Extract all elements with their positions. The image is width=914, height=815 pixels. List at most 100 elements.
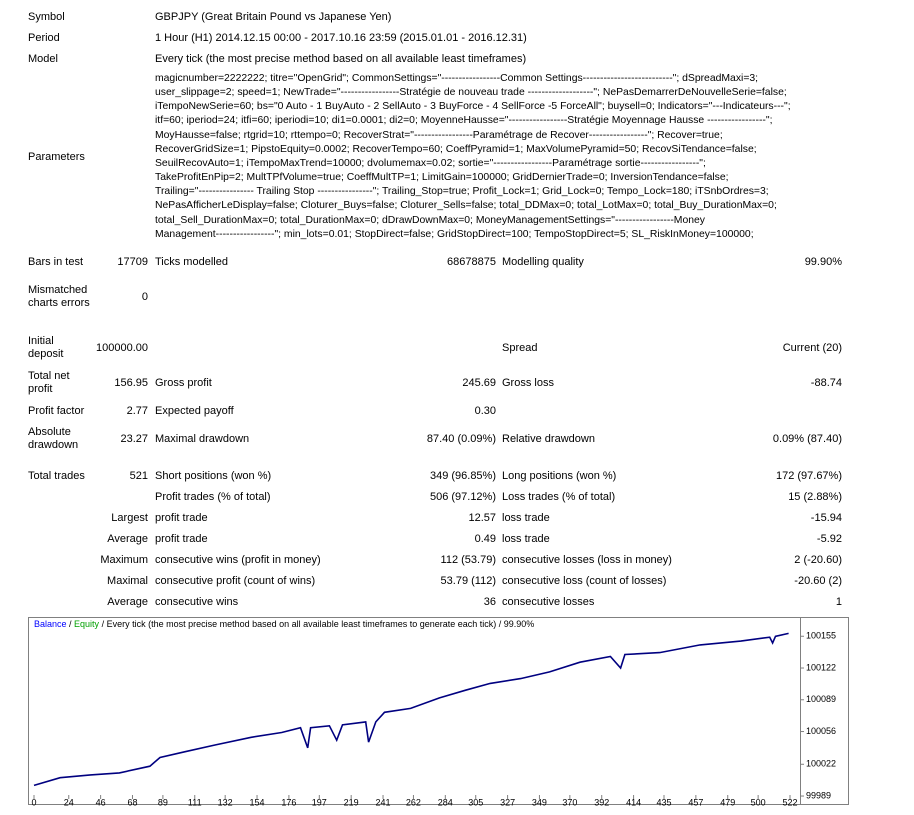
stat-label: Loss trades (% of total)	[502, 490, 616, 503]
balance-line	[33, 632, 789, 787]
field-value: Every tick (the most precise method base…	[155, 52, 527, 65]
stat-label: Bars in test	[28, 255, 84, 268]
stat-value: 172 (97.67%)	[775, 469, 842, 482]
stat-label: consecutive loss (count of losses)	[502, 574, 667, 587]
x-tick-label: 24	[64, 797, 74, 807]
field-value: GBPJPY (Great Britain Pound vs Japanese …	[155, 10, 392, 23]
y-tick-label: 100089	[806, 694, 836, 704]
stat-value: 100000.00	[96, 341, 148, 354]
stat-value: 112 (53.79)	[440, 553, 496, 566]
stat-value: 23.27	[120, 432, 148, 445]
legend-equity: Equity	[74, 619, 100, 629]
stat-value: Average	[107, 595, 148, 608]
x-tick-label: 435	[656, 797, 671, 807]
x-tick-label: 219	[344, 797, 359, 807]
stat-value: 0	[141, 290, 148, 303]
parameter-line: TakeProfitEnPip=2; MultTPfVolume=true; C…	[155, 172, 729, 184]
x-tick-label: 370	[562, 797, 577, 807]
legend-sep: /	[67, 619, 75, 629]
stat-value: 506 (97.12%)	[429, 490, 496, 503]
x-tick-label: 132	[218, 797, 233, 807]
chart-frame	[28, 617, 849, 805]
stat-label: Expected payoff	[155, 404, 234, 417]
stat-label: Total trades	[28, 469, 85, 482]
stat-label: Maximal drawdown	[155, 432, 250, 445]
x-tick-label: 0	[31, 797, 36, 807]
chart-legend: Balance / Equity / Every tick (the most …	[34, 619, 534, 629]
stat-label: consecutive losses (loss in money)	[502, 553, 672, 566]
stat-label: Absolute drawdown	[28, 426, 79, 451]
stat-label: Modelling quality	[502, 255, 584, 268]
parameter-line: Trailing="---------------- Trailing Stop…	[155, 186, 769, 198]
stat-value: 15 (2.88%)	[788, 490, 842, 503]
parameter-line: RecoverGridSize=1; PipstoEquity=0.0002; …	[155, 143, 757, 155]
stat-label: Initial deposit	[28, 335, 64, 360]
x-tick-label: 176	[281, 797, 296, 807]
stat-value: 53.79 (112)	[440, 574, 496, 587]
parameter-line: MoyHausse=false; rtgrid=10; rttempo=0; R…	[155, 129, 723, 141]
x-tick-label: 262	[406, 797, 421, 807]
stat-label: Spread	[502, 341, 538, 354]
field-value: 1 Hour (H1) 2014.12.15 00:00 - 2017.10.1…	[155, 31, 527, 44]
x-tick-label: 197	[312, 797, 327, 807]
stat-label: Short positions (won %)	[155, 469, 272, 482]
legend-sep: /	[496, 619, 504, 629]
stat-value: -88.74	[810, 376, 842, 389]
parameter-line: itf=60; iperiod=24; itfi=60; iperiodi=10…	[155, 115, 773, 127]
stat-value: 245.69	[462, 376, 496, 389]
y-tick-label: 100122	[806, 662, 836, 672]
stat-value: 2.77	[126, 404, 148, 417]
x-tick-label: 500	[751, 797, 766, 807]
stat-value: 68678875	[447, 255, 496, 268]
stat-label: consecutive losses	[502, 595, 595, 608]
stat-value: -5.92	[816, 532, 842, 545]
legend-quality: 99.90%	[504, 619, 535, 629]
stat-label: Gross loss	[502, 376, 554, 389]
y-tick-label: 100056	[806, 726, 836, 736]
parameter-line: SeuilRecovAuto=1; iTempoMaxTrend=10000; …	[155, 157, 706, 169]
stat-label: Total net profit	[28, 370, 70, 395]
field-label: Model	[28, 52, 58, 65]
stat-label: profit trade	[155, 511, 208, 524]
stat-label: Mismatched charts errors	[28, 284, 90, 309]
stat-value: 87.40 (0.09%)	[426, 432, 496, 445]
x-tick-label: 327	[500, 797, 515, 807]
stat-value: 0.30	[474, 404, 496, 417]
x-tick-label: 522	[782, 797, 797, 807]
x-tick-label: 46	[96, 797, 106, 807]
x-tick-label: 479	[720, 797, 735, 807]
stat-label: loss trade	[502, 532, 550, 545]
parameter-line: Management-----------------"; min_lots=0…	[155, 228, 754, 240]
stat-value: 0.09% (87.40)	[772, 432, 842, 445]
stat-value: 1	[835, 595, 842, 608]
stat-value: 521	[129, 469, 148, 482]
stat-value: 17709	[117, 255, 148, 268]
stat-value: -15.94	[810, 511, 842, 524]
balance-chart: Balance / Equity / Every tick (the most …	[28, 617, 849, 807]
parameter-line: iTempoNewSerie=60; bs="0 Auto - 1 BuyAut…	[155, 101, 791, 113]
field-label: Parameters	[28, 150, 85, 163]
x-tick-label: 414	[626, 797, 641, 807]
stat-label: consecutive wins	[155, 595, 239, 608]
parameter-line: total_Sell_DurationMax=0; total_Duration…	[155, 214, 705, 226]
x-tick-label: 241	[376, 797, 391, 807]
stat-label: Gross profit	[155, 376, 212, 389]
stat-value: 2 (-20.60)	[794, 553, 842, 566]
x-tick-label: 349	[532, 797, 547, 807]
stat-value: 156.95	[114, 376, 148, 389]
parameter-line: NePasAfficherLeDisplay=false; Cloturer_B…	[155, 200, 777, 212]
stat-label: loss trade	[502, 511, 550, 524]
stat-value: -20.60 (2)	[794, 574, 842, 587]
stat-label: Ticks modelled	[155, 255, 228, 268]
field-label: Symbol	[28, 10, 65, 23]
parameter-line: user_slippage=2; speed=1; NewTrade="----…	[155, 87, 787, 99]
legend-model: Every tick (the most precise method base…	[107, 619, 497, 629]
stat-value: 349 (96.85%)	[429, 469, 496, 482]
parameter-line: magicnumber=2222222; titre="OpenGrid"; C…	[155, 73, 759, 84]
stat-value: 12.57	[468, 511, 496, 524]
legend-sep: /	[99, 619, 107, 629]
y-tick-label: 100022	[806, 759, 836, 769]
x-tick-label: 305	[468, 797, 483, 807]
y-tick-label: 99989	[806, 790, 831, 800]
stat-value: 0.49	[474, 532, 496, 545]
